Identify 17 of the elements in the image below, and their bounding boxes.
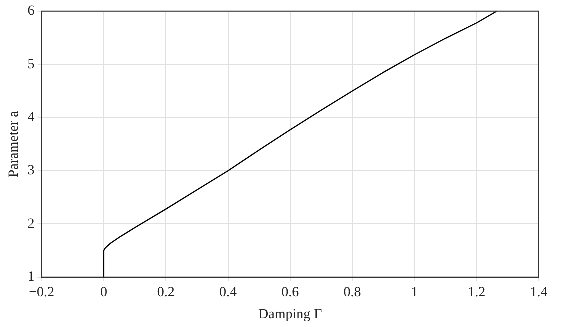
x-tick-label: 0: [100, 285, 108, 300]
x-tick-label: 1: [411, 285, 418, 300]
y-tick-label: 2: [28, 216, 35, 232]
x-tick-label: 1.2: [468, 285, 486, 300]
x-tick-label: 0.2: [157, 285, 175, 300]
y-tick-label: 1: [28, 270, 35, 286]
x-tick-label: 0.4: [220, 285, 237, 300]
y-tick-label: 6: [28, 4, 35, 20]
x-tick-label: −0.2: [29, 285, 55, 300]
x-tick-label: 1.4: [530, 285, 548, 300]
y-tick-label: 3: [28, 164, 35, 179]
y-tick-label: 4: [28, 110, 35, 126]
y-tick-label: 5: [28, 57, 35, 72]
x-axis-title: Damping Γ: [258, 307, 322, 322]
y-axis-title: Parameter a: [7, 110, 22, 178]
x-tick-label: 0.6: [282, 285, 300, 300]
x-tick-label: 0.8: [344, 285, 362, 300]
